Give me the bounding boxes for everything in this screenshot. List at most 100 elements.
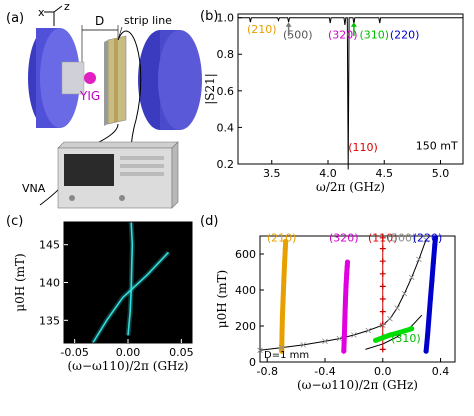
panel-a-schematic: (a) x y z D strip line <box>6 0 202 209</box>
mode-label: (110) <box>368 231 398 244</box>
data-point <box>281 278 287 284</box>
data-point <box>423 236 429 243</box>
panel-label: (b) <box>200 9 218 24</box>
x-tick-label: -0.4 <box>314 365 335 378</box>
data-point <box>430 260 436 266</box>
left-magnet-icon <box>28 28 85 128</box>
y-axis-label: |S21| <box>203 73 217 105</box>
y-tick-label: 140 <box>39 277 60 290</box>
mode-label: (320) <box>328 29 358 42</box>
transmission-line <box>238 17 463 170</box>
x-tick-label: -0.05 <box>60 346 88 359</box>
data-point <box>387 332 393 338</box>
x-axis-label: (ω−ω110)/2π (GHz) <box>67 359 188 373</box>
vna-instrument-icon <box>57 141 179 209</box>
panel-label: (d) <box>200 214 218 229</box>
data-point <box>387 316 393 322</box>
panel-label: (c) <box>6 214 23 229</box>
panel-b-transmission-chart: (b) 3.5 4.0 4.5 5.0 0.2 0.4 0.6 0.8 1.0 ω/2π (GHz)… <box>200 9 464 194</box>
yig-sphere-icon <box>84 72 96 84</box>
heatmap-background <box>64 222 192 343</box>
x-tick-label: 0.00 <box>116 346 141 359</box>
data-point <box>416 256 422 263</box>
mode-label: (210) <box>267 231 297 244</box>
data-point <box>351 332 357 338</box>
plot-frame <box>259 235 456 363</box>
series-320 <box>341 259 351 354</box>
data-point <box>423 348 429 354</box>
x-tick-label: 0.0 <box>374 365 392 378</box>
y-tick-label: 600 <box>235 248 256 261</box>
y-tick-label: 145 <box>39 239 60 252</box>
x-tick-label: -0.8 <box>256 365 277 378</box>
vna-label: VNA <box>22 182 46 195</box>
mode-label: (110) <box>348 141 378 154</box>
mode-label: (220) <box>390 29 420 42</box>
x-tick-label: 0.4 <box>432 365 450 378</box>
y-tick-label: 0.8 <box>217 48 235 61</box>
data-point <box>379 322 386 328</box>
right-magnet-icon <box>138 30 202 130</box>
strip-line-board-icon <box>104 35 127 126</box>
mode-label: (210) <box>247 23 277 36</box>
data-point <box>401 290 408 297</box>
y-tick-label: 200 <box>235 320 256 333</box>
y-tick-label: 1.0 <box>217 12 235 25</box>
data-point <box>336 335 343 342</box>
x-axis-label: ω/2π (GHz) <box>316 180 385 194</box>
x-tick-label: 5.0 <box>432 167 450 180</box>
arrow-head <box>350 22 357 27</box>
data-point <box>432 242 438 248</box>
axis-z-label: z <box>64 0 70 13</box>
strip-line-label: strip line <box>124 14 172 27</box>
x-tick-label: 4.5 <box>376 167 394 180</box>
y-tick-label: 0.2 <box>217 158 235 171</box>
y-tick-label: 0.4 <box>217 121 235 134</box>
y-tick-label: 400 <box>235 284 256 297</box>
data-point <box>425 332 431 338</box>
data-point <box>343 296 349 302</box>
data-point <box>343 282 349 288</box>
data-point <box>278 344 285 351</box>
data-point <box>344 271 350 277</box>
data-point <box>429 278 435 284</box>
data-point <box>345 259 351 265</box>
data-point <box>408 274 415 281</box>
dimension-label: D <box>95 14 104 28</box>
field-annotation: 150 mT <box>416 139 458 152</box>
data-point <box>322 338 328 345</box>
data-point <box>365 327 372 334</box>
yig-label: YIG <box>79 89 100 103</box>
data-point <box>279 314 285 320</box>
y-tick-label: 0.6 <box>217 85 235 98</box>
x-axis-label: (ω−ω110)/2π (GHz) <box>297 378 418 392</box>
axis-x-label: x <box>38 6 45 19</box>
data-point <box>401 328 407 334</box>
data-point <box>279 348 285 354</box>
series-500 <box>257 236 429 354</box>
mode-label: (310) <box>391 332 421 345</box>
fit-line <box>365 314 423 350</box>
data-point <box>300 342 307 348</box>
series-110 <box>379 234 386 353</box>
series-210 <box>279 238 289 354</box>
data-point <box>280 296 286 302</box>
panel-a-label: (a) <box>6 11 24 26</box>
data-point <box>282 260 288 266</box>
data-point <box>342 314 348 320</box>
heatmap-trace <box>92 251 170 344</box>
arrow-head <box>285 22 292 27</box>
x-tick-label: 4.0 <box>319 167 337 180</box>
data-point <box>344 264 350 270</box>
x-tick-label: 3.5 <box>263 167 281 180</box>
y-tick-label: 0 <box>249 356 256 369</box>
data-point <box>341 348 347 354</box>
data-point <box>283 238 289 244</box>
data-band <box>423 235 438 354</box>
mode-label: (320) <box>329 231 359 244</box>
y-axis-label: μ0H (mT) <box>215 270 229 328</box>
mode-label: (310) <box>360 29 390 42</box>
data-point <box>427 296 433 302</box>
data-point <box>282 246 288 252</box>
